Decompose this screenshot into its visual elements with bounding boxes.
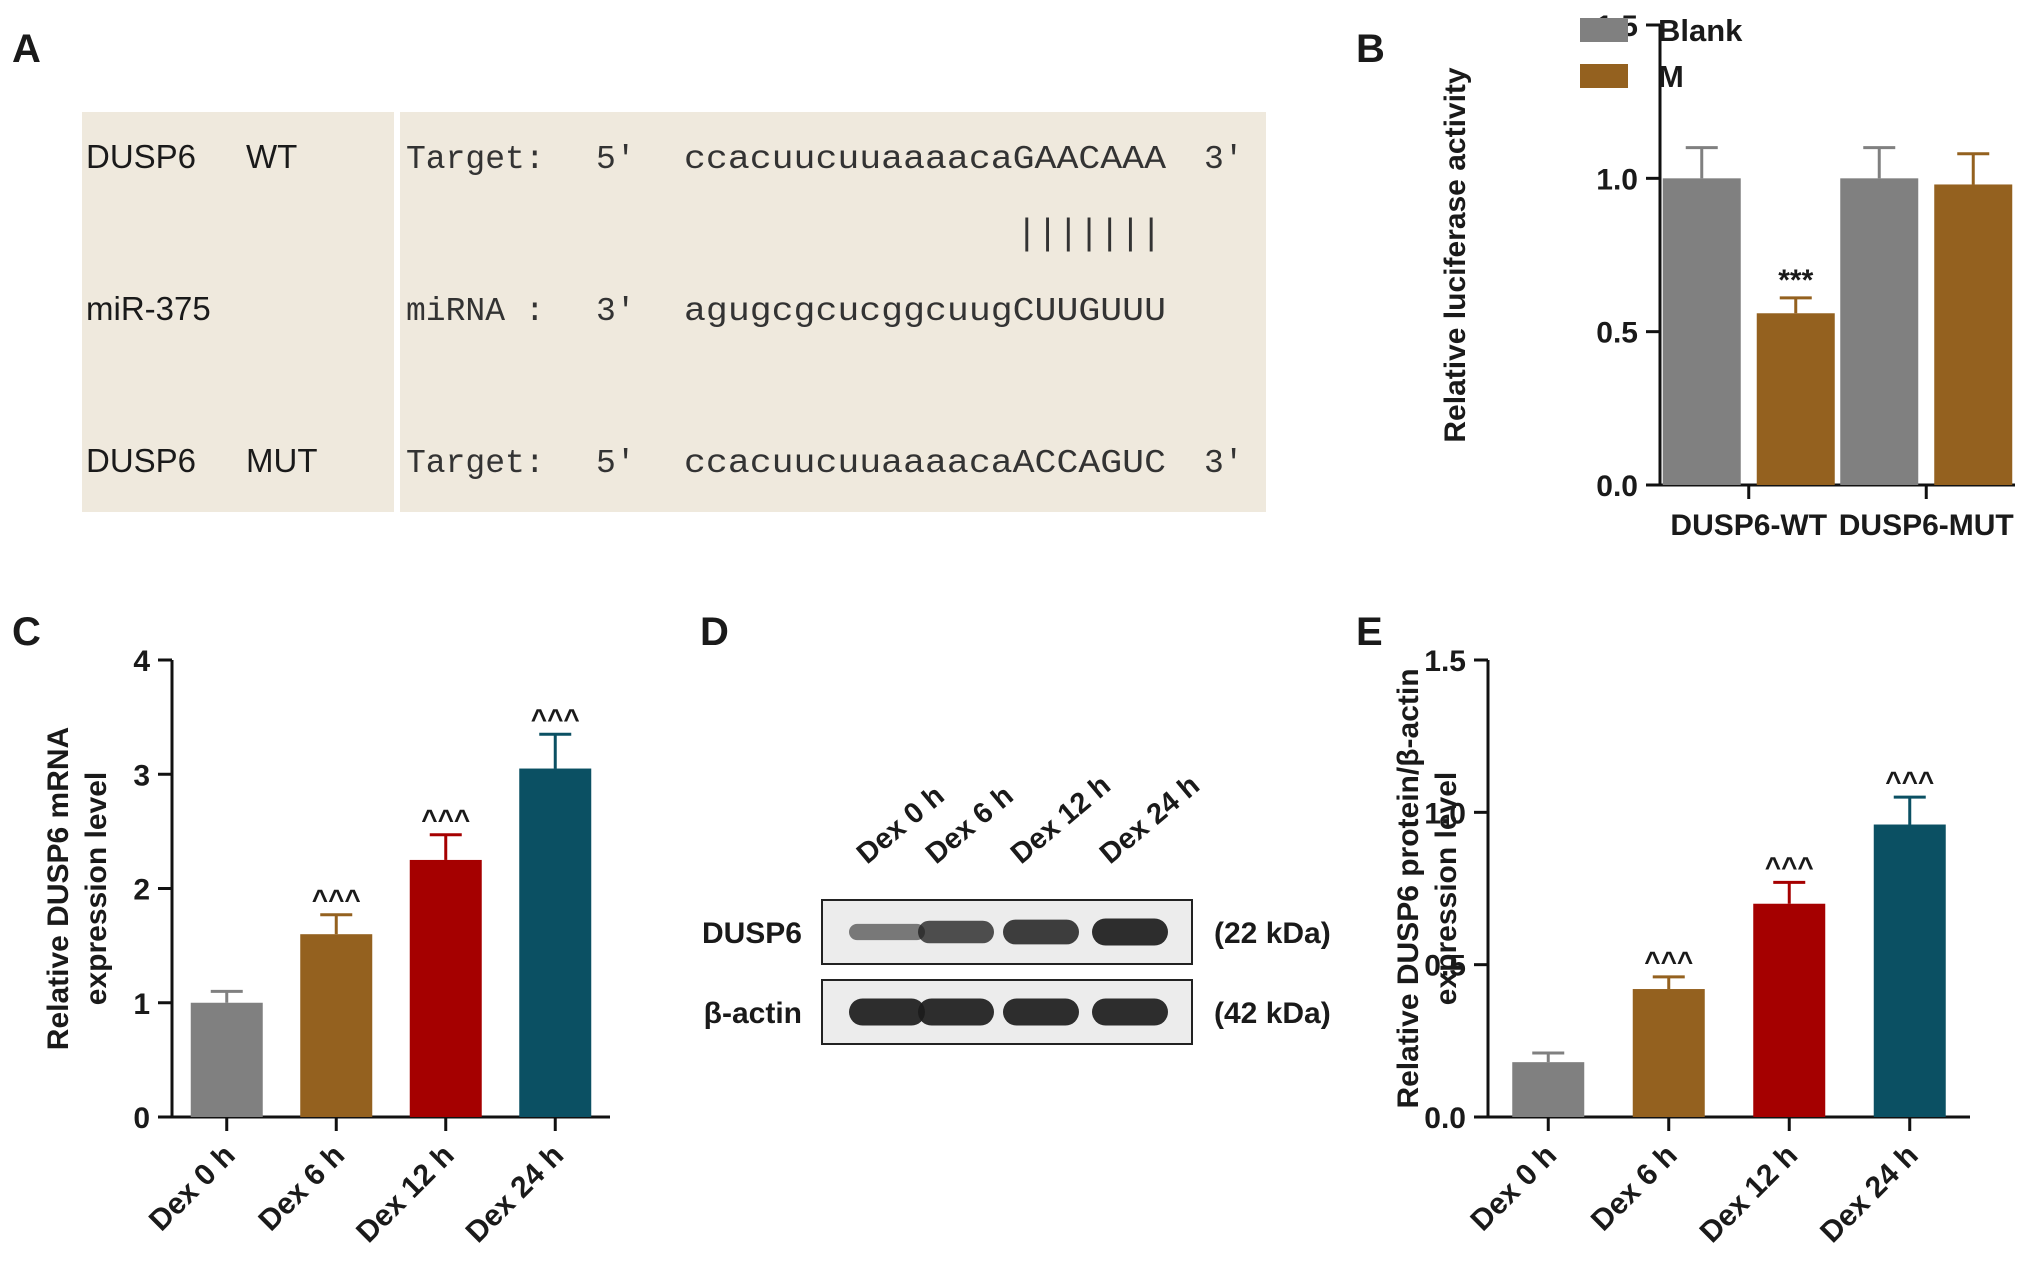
x-tick-label: Dex 6 h <box>252 1139 351 1238</box>
y-axis-label: expression level <box>80 772 113 1005</box>
panel-b-letter: B <box>1356 27 1385 71</box>
bar <box>409 859 482 1117</box>
bar <box>519 768 592 1117</box>
row2-sequence: agugcgcucggcuugCUUGUUU <box>684 293 1166 330</box>
row1-end3: 3' <box>1204 141 1244 178</box>
protein-band <box>1003 998 1079 1026</box>
y-axis-label: Relative DUSP6 protein/β-actin <box>1392 668 1425 1108</box>
row1-kind: Target: <box>406 141 545 178</box>
chart-mrna: 0 1 2 3 4 Relative DUSP6 mRNA expression level… <box>42 645 610 1249</box>
blot-size-label: (42 kDa) <box>1214 997 1331 1030</box>
legend-swatch <box>1580 64 1628 88</box>
legend-label: M <box>1658 59 1684 94</box>
x-tick-label: Dex 24 h <box>1814 1139 1925 1250</box>
protein-band <box>1092 998 1168 1026</box>
significance-mark: ^^^ <box>531 703 580 734</box>
row1-end5: 5' <box>596 141 636 178</box>
panel-e-letter: E <box>1356 610 1383 654</box>
y-tick-label: 0.5 <box>1424 950 1466 983</box>
bar <box>1840 178 1919 486</box>
row2-kind: miRNA : <box>406 293 545 330</box>
bar <box>1662 178 1741 486</box>
panel-c-letter: C <box>12 610 41 654</box>
sequence-alignment-box <box>400 112 1266 512</box>
y-tick-label: 3 <box>133 759 150 792</box>
row3-kind: Target: <box>406 445 545 482</box>
blot-size-label: (22 kDa) <box>1214 917 1331 950</box>
y-tick-label: 0.0 <box>1424 1102 1466 1135</box>
y-tick-label: 1.0 <box>1424 797 1466 830</box>
protein-band <box>1003 919 1079 945</box>
y-tick-label: 1.5 <box>1424 645 1466 678</box>
legend-swatch <box>1580 18 1628 42</box>
bar <box>1632 989 1705 1117</box>
y-tick-label: 2 <box>133 874 150 907</box>
panel-d-letter: D <box>700 610 729 654</box>
bar <box>1934 184 2013 485</box>
lane-label: Dex 24 h <box>1094 769 1206 870</box>
legend-label: Blank <box>1658 13 1743 48</box>
y-tick-label: 1 <box>133 988 150 1021</box>
row1-gene: DUSP6 <box>86 138 196 175</box>
significance-mark: ^^^ <box>1765 851 1814 882</box>
significance-mark: *** <box>1778 264 1813 297</box>
protein-band <box>918 998 994 1026</box>
bar <box>1753 903 1826 1117</box>
row3-tag: MUT <box>246 442 317 479</box>
x-tick-label: Dex 12 h <box>350 1139 461 1250</box>
row1-sequence: ccacuucuuaaaacaGAACAAA <box>684 141 1166 178</box>
y-axis-label: Relative luciferase activity <box>1439 67 1472 443</box>
x-tick-label: DUSP6-MUT <box>1839 509 2014 542</box>
lane-label: Dex 12 h <box>1005 769 1117 870</box>
x-tick-label: DUSP6-WT <box>1670 509 1827 542</box>
panel-c: C 0 1 2 3 4 Relative DUSP6 mRNA expression lev… <box>12 610 610 1249</box>
y-tick-label: 0.5 <box>1596 317 1638 350</box>
x-tick-label: Dex 6 h <box>1585 1139 1684 1238</box>
bar <box>1512 1062 1585 1117</box>
y-tick-label: 1.0 <box>1596 163 1638 196</box>
row2-gene: miR-375 <box>86 290 211 327</box>
base-pairing-bars: ||||||| <box>1016 214 1162 255</box>
protein-band <box>1092 918 1168 946</box>
bar <box>1756 313 1835 485</box>
blot-protein-label: β-actin <box>704 997 802 1030</box>
bar <box>300 934 373 1117</box>
significance-mark: ^^^ <box>312 884 361 915</box>
bar <box>190 1002 263 1117</box>
x-tick-label: Dex 0 h <box>1464 1139 1563 1238</box>
row3-end3: 3' <box>1204 445 1244 482</box>
protein-band <box>849 923 925 941</box>
y-axis-label: expression level <box>1430 772 1463 1005</box>
x-tick-label: Dex 12 h <box>1694 1139 1805 1250</box>
panel-a-letter: A <box>12 27 41 71</box>
y-tick-label: 0 <box>133 1102 150 1135</box>
protein-band <box>918 920 994 944</box>
row2-end5: 3' <box>596 293 636 330</box>
row3-gene: DUSP6 <box>86 442 196 479</box>
x-tick-label: Dex 24 h <box>460 1139 571 1250</box>
panel-a: A DUSP6 WT Target: 5' ccacuucuuaaaacaGAA… <box>12 27 1266 512</box>
y-tick-label: 4 <box>133 645 150 678</box>
row3-end5: 5' <box>596 445 636 482</box>
row3-sequence: ccacuucuuaaaacaACCAGUC <box>684 445 1166 482</box>
y-tick-label: 0.0 <box>1596 470 1638 503</box>
significance-mark: ^^^ <box>1885 766 1934 797</box>
sequence-gene-box <box>82 112 394 512</box>
row1-tag: WT <box>246 138 297 175</box>
blot-protein-label: DUSP6 <box>702 917 802 950</box>
protein-band <box>849 998 925 1026</box>
bar <box>1873 824 1946 1117</box>
y-axis-label: Relative DUSP6 mRNA <box>42 727 75 1050</box>
x-tick-label: Dex 0 h <box>143 1139 242 1238</box>
significance-mark: ^^^ <box>1644 946 1693 977</box>
significance-mark: ^^^ <box>421 804 470 835</box>
